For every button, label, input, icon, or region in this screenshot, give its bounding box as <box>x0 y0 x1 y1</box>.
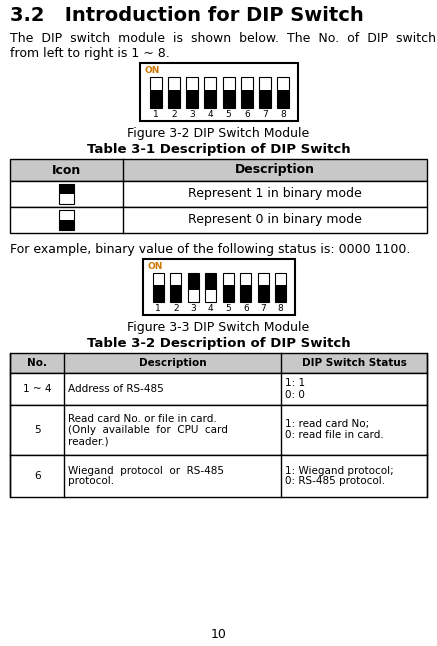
Text: Represent 0 in binary mode: Represent 0 in binary mode <box>188 213 362 227</box>
Bar <box>277 90 289 108</box>
Bar <box>153 285 164 302</box>
Text: 5: 5 <box>34 425 40 435</box>
Bar <box>139 63 298 121</box>
Text: 6: 6 <box>244 110 250 119</box>
Bar <box>59 184 74 204</box>
Text: 3.2   Introduction for DIP Switch: 3.2 Introduction for DIP Switch <box>10 6 364 25</box>
Bar <box>10 405 427 455</box>
Text: Icon: Icon <box>52 163 81 176</box>
Text: 1: 1 <box>153 110 159 119</box>
Bar <box>186 90 198 108</box>
Bar <box>150 77 162 108</box>
Bar <box>59 220 74 230</box>
Bar <box>275 285 286 302</box>
Text: 0: RS-485 protocol.: 0: RS-485 protocol. <box>285 477 385 486</box>
Text: from left to right is 1 ~ 8.: from left to right is 1 ~ 8. <box>10 47 170 60</box>
Text: 8: 8 <box>281 110 286 119</box>
Text: protocol.: protocol. <box>68 477 114 486</box>
Bar <box>168 77 180 108</box>
Text: Read card No. or file in card.: Read card No. or file in card. <box>68 414 217 424</box>
Bar <box>142 259 295 315</box>
Text: Table 3-2 Description of DIP Switch: Table 3-2 Description of DIP Switch <box>87 337 350 350</box>
Text: The  DIP  switch  module  is  shown  below.  The  No.  of  DIP  switch: The DIP switch module is shown below. Th… <box>10 32 436 45</box>
Text: 1: read card No;: 1: read card No; <box>285 419 369 430</box>
Text: 4: 4 <box>208 110 213 119</box>
Bar <box>205 77 216 108</box>
Bar <box>223 77 235 108</box>
Text: DIP Switch Status: DIP Switch Status <box>302 358 406 368</box>
Text: ON: ON <box>145 66 160 75</box>
Bar <box>222 273 234 302</box>
Bar <box>10 353 427 373</box>
Text: For example, binary value of the following status is: 0000 1100.: For example, binary value of the followi… <box>10 243 410 256</box>
Bar <box>240 285 251 302</box>
Text: 0: 0: 0: 0 <box>285 390 305 399</box>
Bar <box>10 455 427 497</box>
Text: 3: 3 <box>191 304 196 313</box>
Bar <box>10 207 427 233</box>
Bar <box>170 273 181 302</box>
Text: 6: 6 <box>34 471 40 481</box>
Text: Address of RS-485: Address of RS-485 <box>68 384 164 394</box>
Text: 3: 3 <box>189 110 195 119</box>
Text: (Only  available  for  CPU  card: (Only available for CPU card <box>68 425 228 435</box>
Bar <box>240 273 251 302</box>
Text: Figure 3-2 DIP Switch Module: Figure 3-2 DIP Switch Module <box>127 127 310 140</box>
Bar <box>205 273 216 290</box>
Bar <box>10 181 427 207</box>
Text: Description: Description <box>235 163 315 176</box>
Bar <box>10 373 427 405</box>
Text: 1 ~ 4: 1 ~ 4 <box>23 384 52 394</box>
Bar <box>10 159 427 181</box>
Bar <box>257 285 269 302</box>
Bar <box>59 210 74 230</box>
Text: 0: read file in card.: 0: read file in card. <box>285 430 384 441</box>
Text: 5: 5 <box>225 304 231 313</box>
Text: 7: 7 <box>262 110 268 119</box>
Text: ON: ON <box>148 262 163 271</box>
Text: Table 3-1 Description of DIP Switch: Table 3-1 Description of DIP Switch <box>87 143 350 156</box>
Text: 8: 8 <box>278 304 284 313</box>
Bar <box>59 184 74 194</box>
Bar <box>257 273 269 302</box>
Bar <box>170 285 181 302</box>
Bar <box>259 90 271 108</box>
Bar <box>241 90 253 108</box>
Bar <box>241 77 253 108</box>
Text: 2: 2 <box>171 110 177 119</box>
Text: Description: Description <box>139 358 206 368</box>
Bar <box>259 77 271 108</box>
Bar <box>277 77 289 108</box>
Text: No.: No. <box>27 358 47 368</box>
Bar <box>150 90 162 108</box>
Text: Represent 1 in binary mode: Represent 1 in binary mode <box>188 187 362 200</box>
Text: 1: 1 <box>156 304 161 313</box>
Bar <box>187 273 199 302</box>
Text: 10: 10 <box>211 627 226 640</box>
Text: 5: 5 <box>226 110 232 119</box>
Bar <box>205 90 216 108</box>
Bar <box>168 90 180 108</box>
Text: 4: 4 <box>208 304 214 313</box>
Bar <box>223 90 235 108</box>
Text: 1: 1: 1: 1 <box>285 379 305 388</box>
Bar <box>275 273 286 302</box>
Text: reader.): reader.) <box>68 436 109 446</box>
Bar <box>222 285 234 302</box>
Text: 7: 7 <box>260 304 266 313</box>
Bar <box>186 77 198 108</box>
Bar <box>205 273 216 302</box>
Text: 6: 6 <box>243 304 249 313</box>
Text: 1: Wiegand protocol;: 1: Wiegand protocol; <box>285 466 394 475</box>
Bar <box>187 273 199 290</box>
Bar <box>153 273 164 302</box>
Text: 2: 2 <box>173 304 179 313</box>
Text: Figure 3-3 DIP Switch Module: Figure 3-3 DIP Switch Module <box>127 321 310 334</box>
Text: Wiegand  protocol  or  RS-485: Wiegand protocol or RS-485 <box>68 466 224 475</box>
